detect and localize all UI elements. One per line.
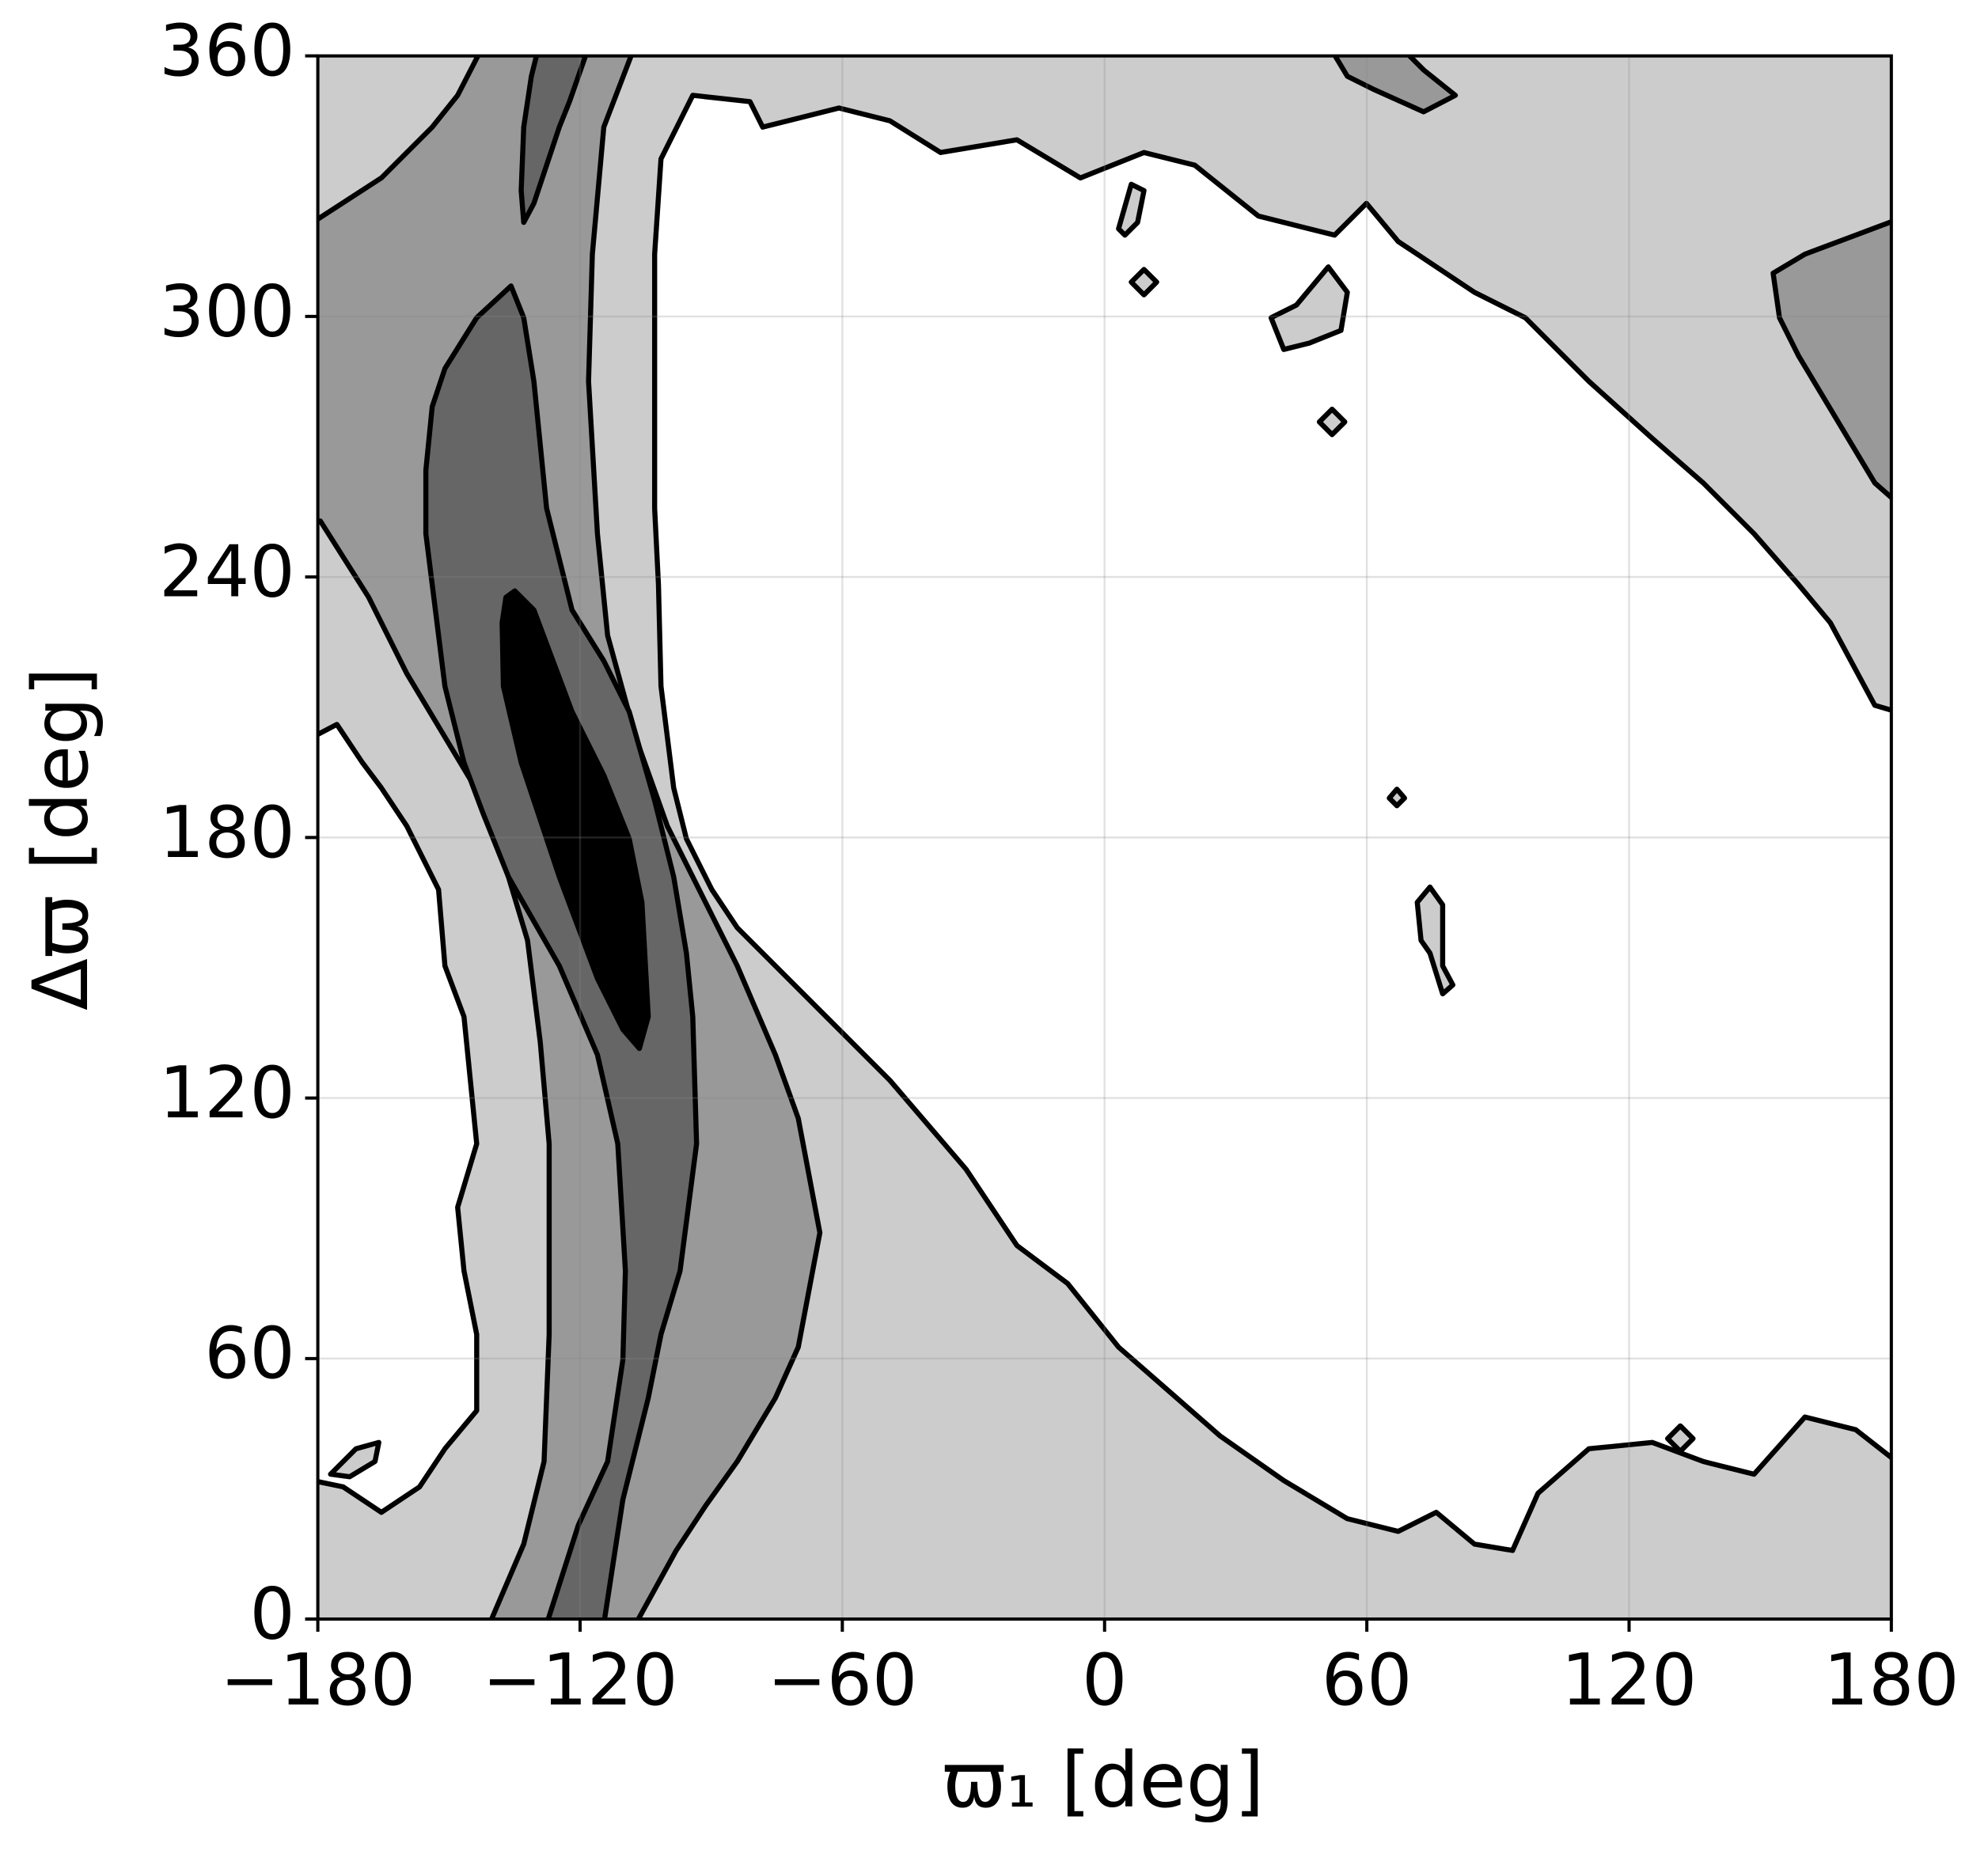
- contour-region: [328, 1439, 381, 1480]
- contour-region: [651, 93, 1891, 1553]
- x-axis-label: ϖ₁ [deg]: [943, 1736, 1265, 1825]
- x-tick-label: −120: [482, 1640, 677, 1722]
- y-tick-label: 300: [159, 271, 295, 353]
- x-tick-label: −180: [220, 1640, 415, 1722]
- y-tick-label: 180: [159, 792, 295, 874]
- contour-region: [1316, 406, 1348, 438]
- x-tick-label: −60: [767, 1640, 917, 1722]
- contour-region: [423, 283, 700, 1620]
- contour-region: [1332, 55, 1459, 115]
- contour-region: [518, 55, 589, 226]
- y-tick-label: 60: [204, 1313, 294, 1395]
- y-tick-label: 360: [159, 10, 295, 93]
- contour-region: [317, 722, 480, 1515]
- contour-region: [1664, 1423, 1696, 1454]
- contour-region: [499, 588, 651, 1052]
- x-tick-label: 60: [1322, 1640, 1412, 1722]
- y-axis-label: Δϖ [deg]: [17, 667, 105, 1011]
- contour-plot: [317, 55, 1891, 1620]
- x-tick-label: 120: [1561, 1640, 1698, 1722]
- x-tick-label: 0: [1082, 1640, 1127, 1722]
- contour-region: [1268, 264, 1350, 352]
- contour-region: [1129, 267, 1159, 298]
- x-tick-label: 180: [1823, 1640, 1960, 1722]
- contour-region: [1770, 218, 1891, 501]
- grid: [317, 55, 1891, 1620]
- contour-region: [1414, 884, 1455, 997]
- contour-region: [1116, 181, 1147, 238]
- y-tick-label: 240: [159, 532, 295, 614]
- y-tick-label: 120: [159, 1052, 295, 1135]
- y-tick-label: 0: [249, 1573, 294, 1655]
- contour-region: [1387, 787, 1407, 809]
